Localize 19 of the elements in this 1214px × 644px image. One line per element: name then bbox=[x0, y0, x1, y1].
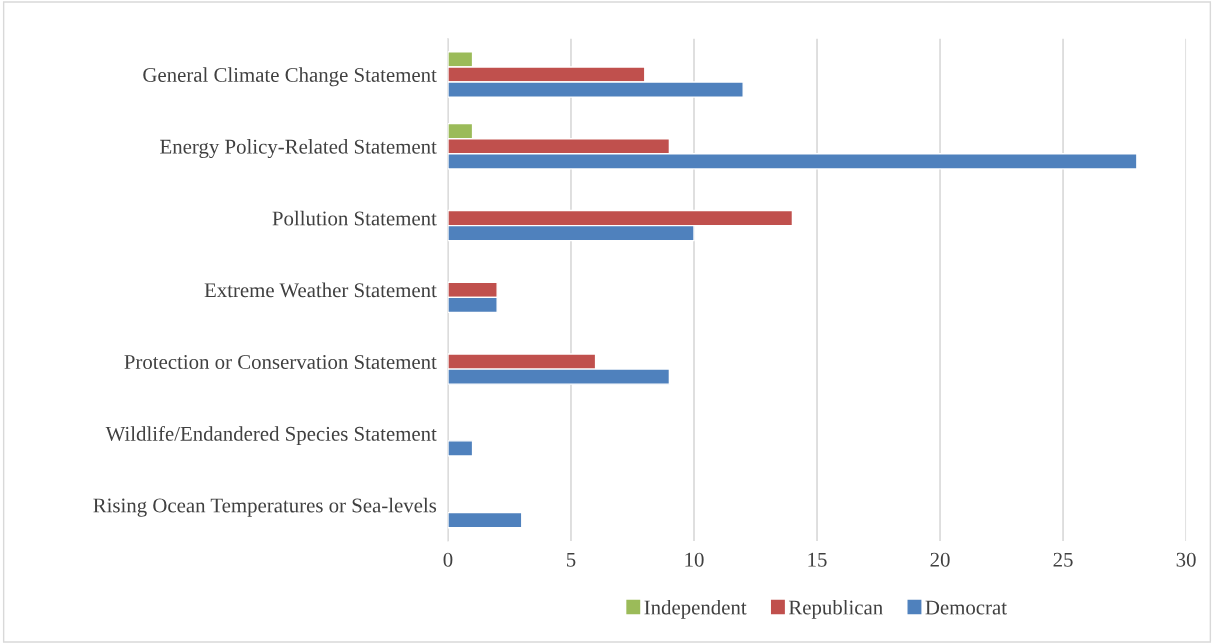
y-tick-label: Protection or Conservation Statement bbox=[124, 354, 437, 369]
legend-label: Republican bbox=[788, 599, 883, 619]
x-tick-label: 15 bbox=[808, 552, 827, 567]
x-tick-label: 5 bbox=[566, 552, 576, 567]
legend-label: Democrat bbox=[925, 600, 1007, 615]
y-tick-label: Energy Policy-Related Statement bbox=[160, 139, 437, 158]
x-tick-label: 20 bbox=[930, 552, 950, 567]
y-tick-label: Pollution Statement bbox=[272, 210, 437, 226]
y-tick-label: Wildlife/Endandered Species Statement bbox=[105, 425, 437, 446]
bar bbox=[447, 511, 523, 529]
y-tick-label: Extreme Weather Statement bbox=[204, 282, 437, 298]
x-tick-label: 0 bbox=[443, 552, 453, 567]
x-tick-label: 30 bbox=[1176, 552, 1196, 567]
x-tick-label: 10 bbox=[685, 552, 704, 567]
legend-label: Independent bbox=[644, 599, 747, 619]
x-tick-label: 25 bbox=[1053, 552, 1073, 567]
y-tick-label: Rising Ocean Temperatures or Sea-levels bbox=[93, 497, 437, 517]
bar bbox=[447, 440, 474, 457]
y-tick-label: General Climate Change Statement bbox=[143, 67, 437, 87]
